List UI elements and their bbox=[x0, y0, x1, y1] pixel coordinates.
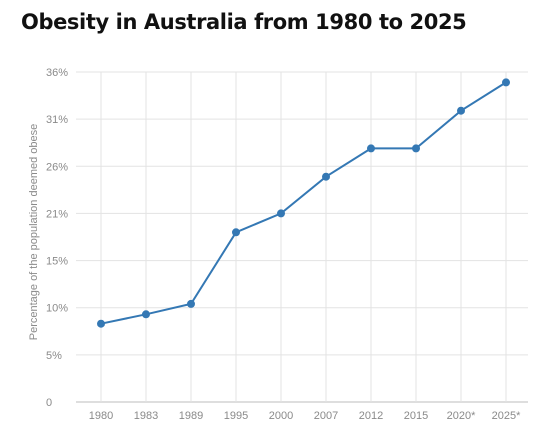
data-point bbox=[322, 172, 330, 181]
x-axis-ticks: 1980 1983 1989 1995 2000 2007 2012 2015 2020* 202… bbox=[89, 410, 521, 422]
x-tick-label: 2020* bbox=[447, 410, 476, 422]
y-tick-label: 10% bbox=[46, 303, 68, 315]
data-point bbox=[367, 144, 375, 153]
series-line bbox=[100, 81, 507, 325]
chart-title: Obesity in Australia from 1980 to 2025 bbox=[21, 10, 467, 34]
x-tick-label: 2007 bbox=[314, 410, 338, 422]
y-tick-label: 15% bbox=[46, 256, 68, 268]
y-tick-label: 26% bbox=[46, 161, 68, 173]
x-tick-label: 1980 bbox=[89, 410, 113, 422]
data-point bbox=[277, 209, 285, 218]
grid-lines bbox=[76, 71, 528, 403]
y-tick-label: 5% bbox=[46, 350, 62, 362]
y-tick-label: 21% bbox=[46, 208, 68, 220]
y-tick-label: 36% bbox=[46, 67, 68, 79]
x-tick-label: 2012 bbox=[359, 410, 383, 422]
y-tick-label: 31% bbox=[46, 114, 68, 126]
x-tick-label: 1983 bbox=[134, 410, 158, 422]
data-point bbox=[187, 299, 195, 308]
data-point bbox=[232, 228, 240, 237]
y-axis-ticks: 0 5% 10% 15% 21% 26% 31% 36% bbox=[46, 67, 68, 409]
x-tick-label: 2000 bbox=[269, 410, 293, 422]
data-point bbox=[412, 144, 420, 153]
data-point bbox=[142, 310, 150, 319]
x-tick-label: 2025* bbox=[492, 410, 521, 422]
data-points bbox=[97, 78, 510, 328]
data-point bbox=[457, 106, 465, 115]
y-tick-label: 0 bbox=[46, 397, 52, 409]
data-point bbox=[97, 319, 105, 328]
x-tick-label: 1989 bbox=[179, 410, 203, 422]
x-tick-label: 2015 bbox=[404, 410, 428, 422]
x-tick-label: 1995 bbox=[224, 410, 248, 422]
data-point bbox=[502, 78, 510, 87]
